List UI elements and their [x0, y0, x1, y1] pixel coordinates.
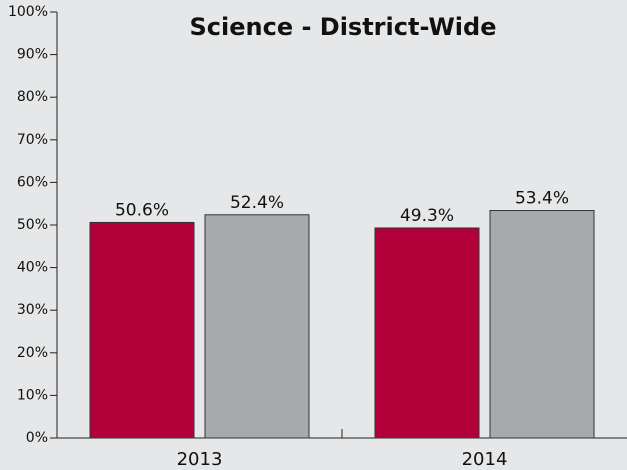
y-tick-label: 80%	[17, 89, 48, 105]
value-label: 50.6%	[115, 200, 169, 220]
y-tick-label: 100%	[8, 4, 48, 20]
y-tick-label: 10%	[17, 387, 48, 403]
y-tick-label: 60%	[17, 174, 48, 190]
y-tick-label: 70%	[17, 132, 48, 148]
bar	[374, 227, 480, 439]
y-tick-label: 20%	[17, 345, 48, 361]
bar	[204, 214, 310, 439]
value-label: 49.3%	[400, 206, 454, 226]
x-tick-label: 2014	[462, 449, 508, 470]
chart-title: Science - District-Wide	[190, 13, 497, 41]
y-tick-label: 90%	[17, 47, 48, 63]
y-tick-label: 30%	[17, 302, 48, 318]
value-label: 52.4%	[230, 193, 284, 213]
bar	[89, 221, 195, 439]
bar	[489, 210, 595, 439]
value-label: 53.4%	[515, 189, 569, 209]
x-tick-label: 2013	[177, 449, 223, 470]
y-tick-label: 50%	[17, 217, 48, 233]
y-tick-label: 40%	[17, 260, 48, 276]
y-tick-label: 0%	[26, 430, 48, 446]
